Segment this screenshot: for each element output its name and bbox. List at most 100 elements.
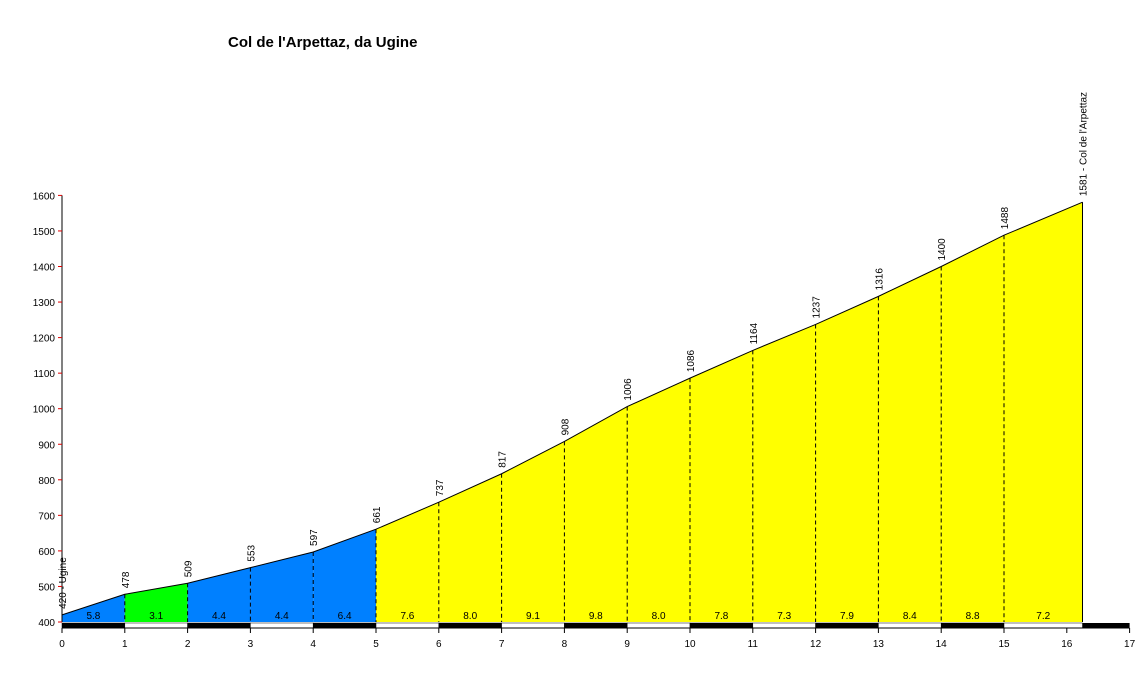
gradient-label-4: 6.4 <box>338 611 352 622</box>
x-tick-label: 13 <box>873 639 885 650</box>
x-tick-label: 14 <box>936 639 948 650</box>
y-tick-label: 1100 <box>33 369 55 380</box>
profile-segment-13 <box>878 266 942 622</box>
profile-segment-6 <box>438 473 502 622</box>
x-tick-label: 3 <box>248 639 254 650</box>
profile-segment-4 <box>313 529 376 622</box>
x-tick-label: 11 <box>748 639 759 650</box>
y-tick-label: 900 <box>38 440 55 451</box>
elevation-label: 1237 <box>812 296 823 319</box>
km-bar-5 <box>375 622 440 629</box>
x-tick-label: 1 <box>122 639 128 650</box>
km-bar-1 <box>124 622 188 629</box>
km-bar-2 <box>187 622 251 629</box>
x-tick-label: 5 <box>373 639 379 650</box>
y-tick-label: 1200 <box>33 334 56 345</box>
x-tick-label: 4 <box>310 639 316 650</box>
elevation-label: 478 <box>121 571 132 588</box>
km-bar-0 <box>61 622 126 629</box>
elevation-label: 1400 <box>937 238 948 261</box>
y-tick-label: 1500 <box>33 227 56 238</box>
gradient-label-11: 7.3 <box>777 611 791 622</box>
elevation-label: 908 <box>560 418 571 435</box>
gradient-label-13: 8.4 <box>903 611 917 622</box>
x-tick-label: 2 <box>185 639 191 650</box>
y-tick-label: 400 <box>38 618 55 629</box>
x-tick-label: 7 <box>499 639 505 650</box>
profile-segment-7 <box>501 441 565 622</box>
chart-title: Col de l'Arpettaz, da Ugine <box>228 34 418 51</box>
gradient-label-6: 8.0 <box>463 611 477 622</box>
gradient-label-5: 7.6 <box>400 611 414 622</box>
km-bar-3 <box>250 622 314 629</box>
gradient-label-2: 4.4 <box>212 611 226 622</box>
km-bar-15 <box>1003 622 1083 629</box>
y-tick-label: 1000 <box>33 405 56 416</box>
gradient-label-3: 4.4 <box>275 611 289 622</box>
km-bar-11 <box>752 622 816 629</box>
elevation-label: 1006 <box>623 378 634 401</box>
gradient-label-7: 9.1 <box>526 611 540 622</box>
y-tick-label: 600 <box>38 547 55 558</box>
x-tick-label: 0 <box>59 639 65 650</box>
km-bar-14 <box>940 622 1005 629</box>
profile-segment-0 <box>62 594 125 622</box>
km-bar-10 <box>689 622 754 629</box>
km-bar-9 <box>626 622 691 629</box>
x-tick-label: 15 <box>998 639 1010 650</box>
gradient-label-9: 8.0 <box>652 611 666 622</box>
profile-segment-11 <box>752 324 816 622</box>
gradient-label-8: 9.8 <box>589 611 603 622</box>
elevation-label: 1488 <box>1000 207 1011 230</box>
elevation-label: 737 <box>435 479 446 496</box>
km-bar-12 <box>815 622 879 629</box>
profile-segment-15 <box>1004 202 1083 623</box>
y-tick-label: 1300 <box>33 298 56 309</box>
gradient-label-14: 8.8 <box>966 611 980 622</box>
elevation-label: 509 <box>184 560 195 577</box>
elevation-label: 661 <box>372 506 383 523</box>
profile-segment-1 <box>124 583 188 622</box>
elevation-label: 1164 <box>749 322 760 344</box>
gradient-label-12: 7.9 <box>840 611 854 622</box>
km-bar-7 <box>501 622 565 629</box>
elevation-label: 1316 <box>874 268 885 291</box>
profile-segment-8 <box>564 406 628 622</box>
x-tick-label: 9 <box>624 639 630 650</box>
elevation-label: 597 <box>309 529 320 546</box>
x-tick-label: 16 <box>1061 639 1073 650</box>
gradient-label-15: 7.2 <box>1036 611 1050 622</box>
x-tick-label: 8 <box>562 639 568 650</box>
profile-segment-2 <box>187 567 251 622</box>
profile-segment-14 <box>941 235 1004 622</box>
profile-segment-5 <box>376 502 439 622</box>
elevation-label: 1086 <box>686 349 697 372</box>
km-bar-end <box>1082 623 1130 628</box>
km-bar-13 <box>878 622 942 629</box>
x-tick-label: 10 <box>684 639 696 650</box>
x-tick-label: 17 <box>1124 639 1136 650</box>
gradient-label-0: 5.8 <box>86 611 100 622</box>
profile-line <box>61 201 1083 616</box>
elevation-label: 420 - Ugine <box>58 557 69 609</box>
x-tick-label: 12 <box>810 639 822 650</box>
gradient-label-10: 7.8 <box>714 611 728 622</box>
elevation-label: 817 <box>498 451 509 468</box>
y-tick-label: 700 <box>38 511 55 522</box>
profile-segment-10 <box>690 350 753 622</box>
gradient-label-1: 3.1 <box>149 611 163 622</box>
elevation-label: 553 <box>246 544 257 561</box>
km-bar-8 <box>564 622 628 629</box>
y-tick-label: 1600 <box>33 191 56 202</box>
elevation-label: 1581 - Col de l'Arpettaz <box>1079 92 1090 196</box>
km-bar-4 <box>312 622 377 629</box>
km-bar-6 <box>438 622 502 629</box>
y-tick-label: 800 <box>38 476 55 487</box>
profile-segment-12 <box>815 296 879 622</box>
profile-segment-3 <box>250 551 314 622</box>
y-tick-label: 1400 <box>33 263 56 274</box>
y-tick-label: 500 <box>38 582 55 593</box>
x-tick-label: 6 <box>436 639 442 650</box>
profile-segment-9 <box>627 378 690 622</box>
